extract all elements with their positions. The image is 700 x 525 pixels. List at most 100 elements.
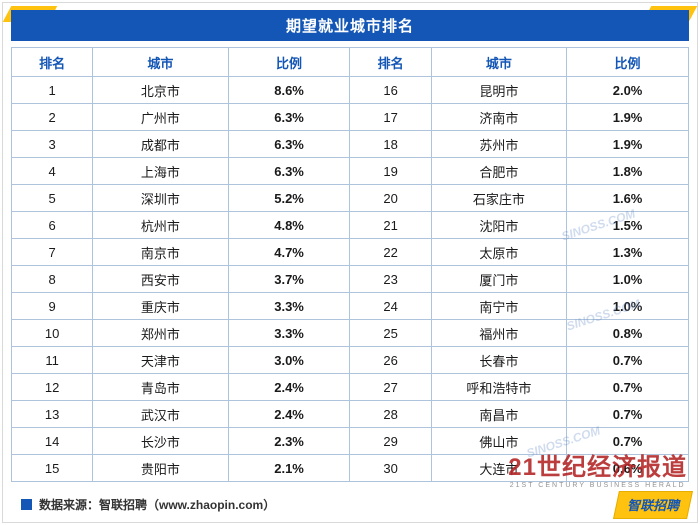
city-cell: 昆明市 [430, 76, 568, 104]
rank-cell: 21 [349, 211, 432, 239]
rank-cell: 18 [349, 130, 432, 158]
rank-cell: 7 [10, 238, 94, 266]
rank-cell: 8 [10, 265, 94, 293]
page-title-text: 期望就业城市排名 [285, 18, 414, 35]
city-cell: 厦门市 [430, 265, 568, 293]
percent-cell: 0.7% [566, 400, 689, 428]
city-cell: 太原市 [430, 238, 568, 266]
table-row: 11 天津市 3.0% 26 长春市 0.7% [10, 346, 689, 374]
percent-cell: 2.3% [227, 427, 351, 455]
percent-cell: 3.7% [227, 265, 351, 293]
percent-cell: 0.7% [566, 427, 689, 455]
table-row: 5 深圳市 5.2% 20 石家庄市 1.6% [10, 184, 689, 212]
rank-cell: 5 [10, 184, 94, 212]
rank-cell: 22 [349, 238, 432, 266]
percent-cell: 6.3% [227, 157, 351, 185]
percent-cell: 0.6% [566, 454, 689, 482]
city-cell: 贵阳市 [92, 454, 229, 482]
rank-cell: 6 [10, 211, 94, 239]
table-row: 2 广州市 6.3% 17 济南市 1.9% [10, 103, 689, 131]
city-cell: 呼和浩特市 [430, 373, 568, 401]
city-cell: 佛山市 [430, 427, 568, 455]
zhaopin-logo-text: 智联招聘 [627, 498, 680, 513]
city-cell: 深圳市 [92, 184, 229, 212]
percent-cell: 5.2% [227, 184, 351, 212]
city-cell: 长沙市 [92, 427, 229, 455]
rank-cell: 9 [10, 292, 94, 320]
city-cell: 石家庄市 [430, 184, 568, 212]
rank-cell: 10 [10, 319, 94, 347]
rank-cell: 17 [349, 103, 432, 131]
rank-cell: 27 [349, 373, 432, 401]
rank-cell: 19 [349, 157, 432, 185]
rank-cell: 24 [349, 292, 432, 320]
rank-cell: 1 [10, 76, 94, 104]
rank-cell: 11 [10, 346, 94, 374]
city-cell: 重庆市 [92, 292, 229, 320]
city-cell: 广州市 [92, 103, 229, 131]
city-cell: 南宁市 [430, 292, 568, 320]
city-cell: 青岛市 [92, 373, 229, 401]
table-row: 4 上海市 6.3% 19 合肥市 1.8% [10, 157, 689, 185]
percent-cell: 8.6% [227, 76, 351, 104]
column-header: 城市 [92, 47, 229, 77]
rank-cell: 16 [349, 76, 432, 104]
city-cell: 北京市 [92, 76, 229, 104]
percent-cell: 2.0% [566, 76, 689, 104]
percent-cell: 2.4% [227, 373, 351, 401]
percent-cell: 6.3% [227, 103, 351, 131]
percent-cell: 1.5% [566, 211, 689, 239]
table-row: 13 武汉市 2.4% 28 南昌市 0.7% [10, 400, 689, 428]
city-cell: 苏州市 [430, 130, 568, 158]
ranking-table: 排名 城市 比例 排名 城市 比例 1 北京市 8.6% 16 昆明市 2.0% 2 广州市 6.3% 17… [10, 47, 689, 482]
table-row: 7 南京市 4.7% 22 太原市 1.3% [10, 238, 689, 266]
city-cell: 福州市 [430, 319, 568, 347]
rank-cell: 29 [349, 427, 432, 455]
city-cell: 长春市 [430, 346, 568, 374]
table-row: 6 杭州市 4.8% 21 沈阳市 1.5% [10, 211, 689, 239]
table-row: 1 北京市 8.6% 16 昆明市 2.0% [10, 76, 689, 104]
table-row: 9 重庆市 3.3% 24 南宁市 1.0% [10, 292, 689, 320]
percent-cell: 1.3% [566, 238, 689, 266]
header-row: 排名 城市 比例 排名 城市 比例 [10, 47, 689, 77]
column-header: 比例 [227, 47, 351, 77]
rank-cell: 30 [349, 454, 432, 482]
rank-cell: 12 [10, 373, 94, 401]
table-row: 3 成都市 6.3% 18 苏州市 1.9% [10, 130, 689, 158]
source-footer: 数据来源：智联招聘（www.zhaopin.com） [21, 496, 275, 513]
column-header: 城市 [430, 47, 568, 77]
rank-cell: 14 [10, 427, 94, 455]
percent-cell: 1.6% [566, 184, 689, 212]
percent-cell: 1.0% [566, 265, 689, 293]
table-header: 排名 城市 比例 排名 城市 比例 [10, 47, 689, 77]
city-cell: 济南市 [430, 103, 568, 131]
city-cell: 上海市 [92, 157, 229, 185]
table-row: 14 长沙市 2.3% 29 佛山市 0.7% [10, 427, 689, 455]
city-cell: 沈阳市 [430, 211, 568, 239]
percent-cell: 1.9% [566, 103, 689, 131]
column-header: 比例 [566, 47, 689, 77]
rank-cell: 2 [10, 103, 94, 131]
city-cell: 南京市 [92, 238, 229, 266]
brand-watermark-en: 21ST CENTURY BUSINESS HERALD [509, 482, 686, 489]
percent-cell: 1.8% [566, 157, 689, 185]
city-cell: 大连市 [430, 454, 568, 482]
city-cell: 成都市 [92, 130, 229, 158]
rank-cell: 25 [349, 319, 432, 347]
column-header: 排名 [349, 47, 432, 77]
city-cell: 天津市 [92, 346, 229, 374]
rank-cell: 26 [349, 346, 432, 374]
percent-cell: 3.3% [227, 319, 351, 347]
percent-cell: 1.0% [566, 292, 689, 320]
rank-cell: 15 [10, 454, 94, 482]
table-row: 15 贵阳市 2.1% 30 大连市 0.6% [10, 454, 689, 482]
percent-cell: 6.3% [227, 130, 351, 158]
rank-cell: 28 [349, 400, 432, 428]
city-cell: 西安市 [92, 265, 229, 293]
source-bullet-icon [21, 499, 32, 510]
rank-cell: 3 [10, 130, 94, 158]
rank-cell: 20 [349, 184, 432, 212]
source-text: 数据来源：智联招聘（www.zhaopin.com） [39, 498, 276, 512]
column-header: 排名 [10, 47, 94, 77]
percent-cell: 0.8% [566, 319, 689, 347]
